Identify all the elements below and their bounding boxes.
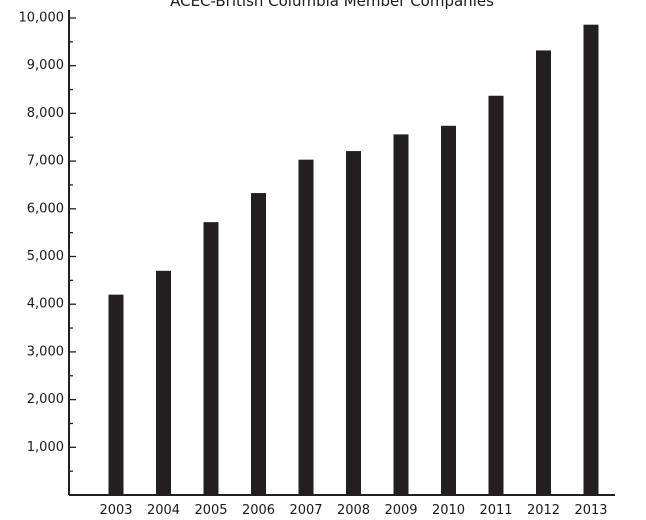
y-tick-label: 7,000 bbox=[27, 154, 64, 169]
x-tick-label: 2012 bbox=[527, 503, 560, 518]
chart-title: ACEC-British Columbia Member Companies bbox=[170, 0, 494, 10]
bar-2003 bbox=[108, 294, 124, 495]
x-axis-labels: 2003 2004 2005 2006 2007 2008 2009 2010 2011 2012… bbox=[99, 503, 607, 518]
x-tick-label: 2004 bbox=[147, 503, 180, 518]
x-tick-label: 2009 bbox=[384, 503, 417, 518]
y-tick-label: 9,000 bbox=[27, 58, 64, 73]
x-tick-label: 2011 bbox=[479, 503, 512, 518]
y-tick-label: 8,000 bbox=[27, 106, 64, 121]
y-tick-label: 10,000 bbox=[19, 11, 65, 26]
y-tick-label: 2,000 bbox=[27, 392, 64, 407]
bars bbox=[108, 24, 599, 495]
x-tick-label: 2008 bbox=[337, 503, 370, 518]
bar-2007 bbox=[298, 159, 314, 495]
bar-2005 bbox=[203, 222, 219, 495]
bar-2011 bbox=[488, 95, 504, 495]
x-tick-label: 2013 bbox=[574, 503, 607, 518]
y-tick-label: 5,000 bbox=[27, 249, 64, 264]
x-tick-label: 2005 bbox=[194, 503, 227, 518]
bar-2006 bbox=[251, 193, 266, 495]
y-tick-label: 4,000 bbox=[27, 297, 64, 312]
y-tick-label: 6,000 bbox=[27, 201, 64, 216]
y-tick-label: 1,000 bbox=[27, 440, 64, 455]
x-tick-label: 2006 bbox=[242, 503, 275, 518]
x-tick-label: 2010 bbox=[432, 503, 465, 518]
bar-2012 bbox=[536, 50, 551, 495]
y-tick-label: 3,000 bbox=[27, 344, 64, 359]
bar-2009 bbox=[393, 134, 409, 495]
y-axis-ticks: 1,000 2,000 3,000 4,000 5,000 6,000 7,000 8,000… bbox=[19, 11, 76, 472]
bar-2010 bbox=[441, 125, 456, 495]
x-tick-label: 2007 bbox=[289, 503, 322, 518]
bar-2004 bbox=[156, 270, 171, 495]
bar-2008 bbox=[346, 151, 361, 495]
x-tick-label: 2003 bbox=[99, 503, 132, 518]
bar-2013 bbox=[583, 24, 599, 495]
